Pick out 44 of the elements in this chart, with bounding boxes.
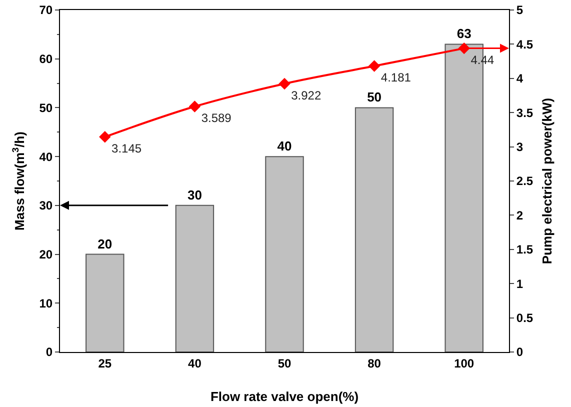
x-tick-label: 50 (278, 356, 292, 370)
y-tick-label: 20 (39, 247, 53, 262)
y2-tick-label: 3 (516, 140, 524, 154)
y2-tick-label: 1 (516, 276, 524, 291)
y-tick-label: 70 (39, 3, 53, 18)
point (188, 100, 201, 112)
data-label: 3.922 (291, 88, 322, 102)
data-label: 3.145 (112, 142, 142, 156)
y2-tick-label: 1.5 (516, 242, 534, 257)
bar (175, 204, 214, 352)
bar (86, 254, 124, 352)
bar (265, 156, 304, 352)
y-tick-label: 40 (39, 150, 53, 164)
point (368, 60, 380, 72)
data-label: 30 (187, 187, 202, 202)
data-label: 50 (367, 90, 382, 105)
data-label: 3.589 (201, 111, 232, 126)
x-tick-label: 100 (454, 356, 474, 370)
y-tick-label: 0 (46, 345, 53, 360)
y-tick-label: 60 (39, 52, 53, 66)
y2-tick-label: 3.5 (516, 106, 534, 120)
y2-tick-label: 0 (516, 345, 524, 360)
x-tick-label: 80 (368, 356, 382, 370)
data-label: 40 (277, 138, 292, 154)
bar (354, 107, 394, 352)
y2-tick-label: 4.5 (516, 37, 534, 52)
data-label: 20 (98, 236, 112, 252)
point (278, 78, 290, 90)
x-axis-title: Flow rate valve open(%) (210, 389, 359, 404)
y-tick-label: 30 (39, 198, 53, 213)
y2-tick-label: 2.5 (516, 174, 534, 188)
y-tick-label: 50 (39, 100, 53, 115)
y2-tick-label: 0.5 (516, 311, 534, 325)
data-label: 63 (456, 26, 472, 42)
y-tick-label: 10 (39, 296, 53, 310)
data-label: 4.181 (380, 70, 412, 85)
y2-tick-label: 4 (516, 72, 524, 86)
x-tick-label: 40 (188, 356, 202, 370)
point (99, 131, 111, 143)
y2-tick-label: 2 (516, 208, 524, 222)
x-tick-label: 25 (98, 356, 112, 370)
point (458, 42, 470, 54)
y2-axis-title: Pump electrical power(kW) (540, 98, 554, 264)
y2-tick-label: 5 (516, 3, 524, 18)
